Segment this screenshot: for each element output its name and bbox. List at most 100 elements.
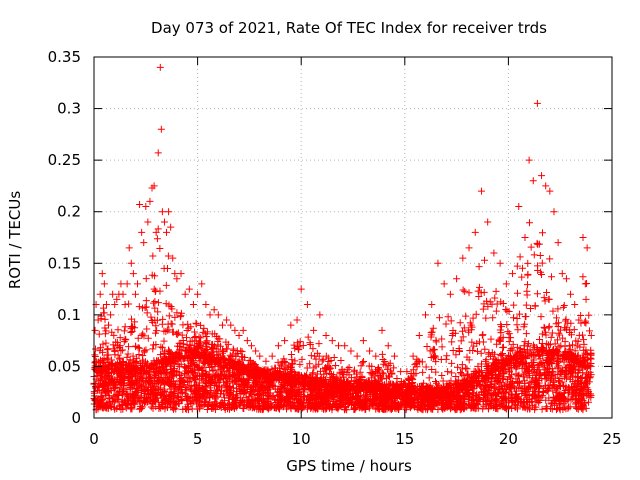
data-point bbox=[357, 362, 365, 370]
data-point bbox=[149, 404, 157, 412]
data-point bbox=[135, 344, 143, 352]
data-point bbox=[303, 364, 311, 372]
data-point bbox=[448, 369, 456, 377]
data-point bbox=[385, 373, 393, 381]
data-point bbox=[218, 349, 226, 357]
data-point bbox=[561, 338, 569, 346]
data-point bbox=[123, 353, 131, 361]
data-point bbox=[412, 359, 420, 367]
data-point bbox=[518, 264, 526, 272]
data-point bbox=[568, 391, 576, 399]
data-point bbox=[101, 315, 109, 323]
data-point bbox=[447, 317, 455, 325]
data-point bbox=[494, 378, 502, 386]
data-point bbox=[478, 331, 486, 339]
data-point bbox=[527, 243, 535, 251]
data-point bbox=[166, 362, 174, 370]
data-point bbox=[555, 329, 563, 337]
data-point bbox=[585, 327, 593, 335]
data-point bbox=[543, 403, 551, 411]
data-point bbox=[474, 362, 482, 370]
data-point bbox=[135, 350, 143, 358]
data-point bbox=[298, 355, 306, 363]
data-point bbox=[326, 370, 334, 378]
data-point bbox=[459, 286, 467, 294]
data-point bbox=[449, 346, 457, 354]
data-point bbox=[482, 357, 490, 365]
data-point bbox=[296, 360, 304, 368]
data-point bbox=[108, 356, 116, 364]
data-point bbox=[486, 401, 494, 409]
data-point bbox=[474, 287, 482, 295]
data-point bbox=[468, 338, 476, 346]
data-point bbox=[223, 405, 231, 413]
data-point bbox=[155, 378, 163, 386]
data-point bbox=[155, 403, 163, 411]
data-point bbox=[162, 281, 170, 289]
data-point bbox=[586, 354, 594, 362]
data-point bbox=[263, 389, 271, 397]
data-point bbox=[553, 336, 561, 344]
data-point bbox=[576, 343, 584, 351]
data-point bbox=[520, 323, 528, 331]
data-point bbox=[422, 363, 430, 371]
data-point bbox=[530, 251, 538, 259]
data-point bbox=[196, 405, 204, 413]
data-point bbox=[469, 314, 477, 322]
data-point bbox=[340, 368, 348, 376]
data-point bbox=[192, 319, 200, 327]
data-point bbox=[484, 303, 492, 311]
data-point bbox=[165, 347, 173, 355]
data-point bbox=[587, 362, 595, 370]
data-point bbox=[375, 365, 383, 373]
data-point bbox=[465, 289, 473, 297]
data-point bbox=[135, 303, 143, 311]
data-point bbox=[427, 331, 435, 339]
data-point bbox=[559, 334, 567, 342]
data-point bbox=[332, 362, 340, 370]
data-point bbox=[538, 259, 546, 267]
data-point bbox=[442, 320, 450, 328]
data-point bbox=[128, 323, 136, 331]
data-point bbox=[164, 264, 172, 272]
data-point bbox=[121, 323, 129, 331]
data-point bbox=[280, 355, 288, 363]
data-point bbox=[544, 364, 552, 372]
data-point bbox=[436, 314, 444, 322]
data-point bbox=[555, 331, 563, 339]
data-point bbox=[290, 341, 298, 349]
data-point bbox=[448, 359, 456, 367]
data-point bbox=[568, 341, 576, 349]
data-point bbox=[432, 378, 440, 386]
data-point bbox=[552, 389, 560, 397]
data-point bbox=[570, 326, 578, 334]
data-point bbox=[493, 340, 501, 348]
data-point bbox=[448, 338, 456, 346]
data-point bbox=[566, 326, 574, 334]
data-point bbox=[477, 349, 485, 357]
data-point bbox=[579, 273, 587, 281]
data-point bbox=[250, 359, 258, 367]
data-point bbox=[214, 386, 222, 394]
data-point bbox=[200, 324, 208, 332]
data-point bbox=[299, 342, 307, 350]
data-point bbox=[124, 350, 132, 358]
data-point bbox=[563, 326, 571, 334]
data-point bbox=[565, 342, 573, 350]
data-point bbox=[539, 229, 547, 237]
data-point bbox=[152, 329, 160, 337]
data-point bbox=[538, 330, 546, 338]
data-point bbox=[173, 309, 181, 317]
data-point bbox=[503, 307, 511, 315]
data-point bbox=[479, 331, 487, 339]
data-point bbox=[526, 405, 534, 413]
data-point bbox=[147, 313, 155, 321]
data-point bbox=[527, 304, 535, 312]
data-point bbox=[572, 385, 580, 393]
data-point bbox=[525, 219, 533, 227]
data-point bbox=[548, 329, 556, 337]
data-point bbox=[499, 333, 507, 341]
data-point bbox=[499, 344, 507, 352]
data-point bbox=[165, 312, 173, 320]
data-point bbox=[505, 338, 513, 346]
